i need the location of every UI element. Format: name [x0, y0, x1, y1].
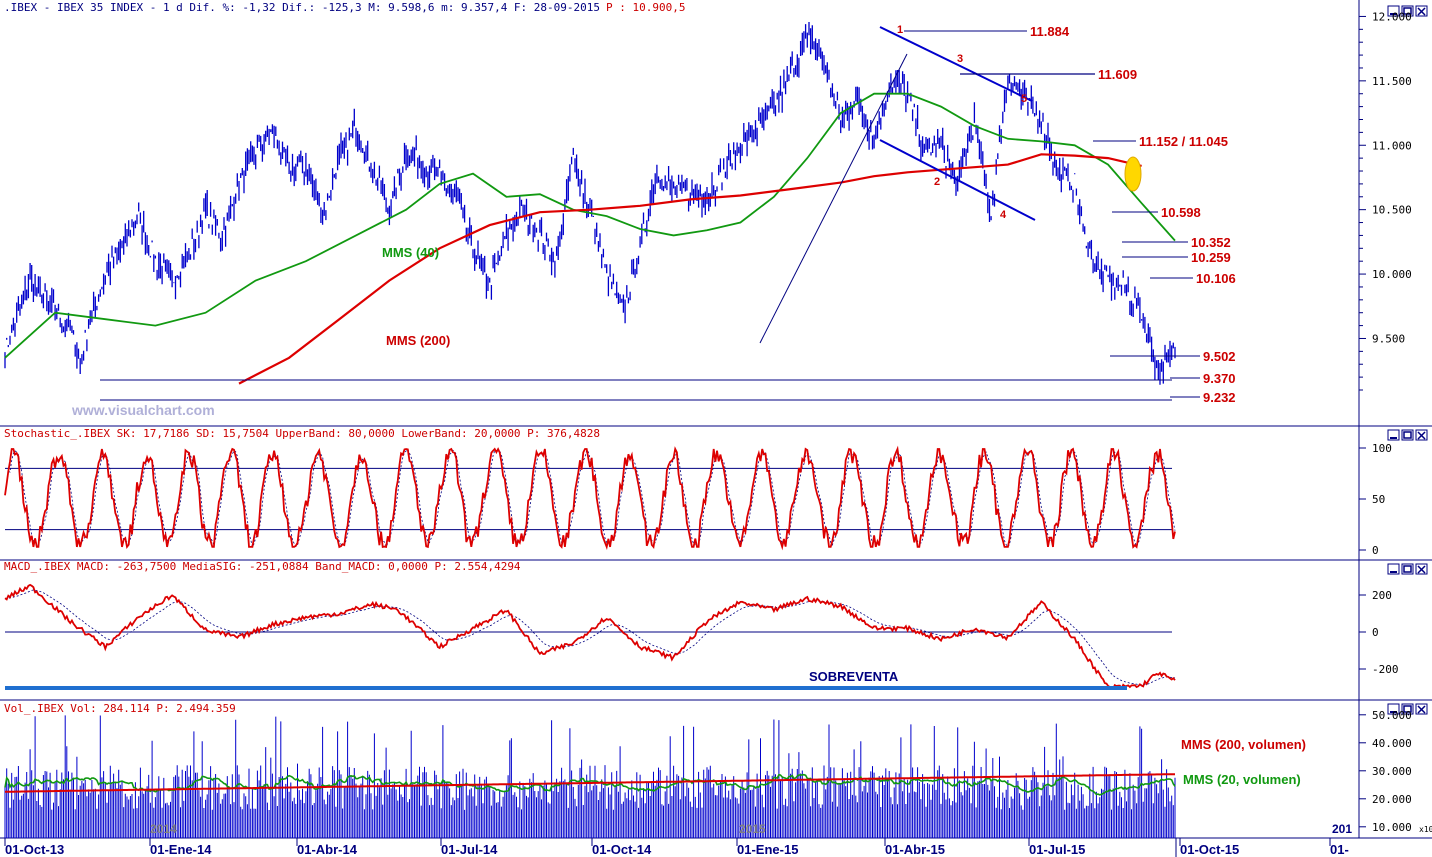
close-icon — [1415, 703, 1428, 715]
price-panel-header-p: P : 10.900,5 — [606, 1, 685, 14]
level-label: 10.352 — [1191, 235, 1231, 250]
x-tick-label: 01-Jul-15 — [1029, 842, 1085, 857]
wave-label-1: 1 — [897, 24, 903, 36]
trend-line — [879, 26, 1033, 102]
level-label: 11.609 — [1098, 67, 1137, 82]
macd-panel: 200 0 -200 — [4, 583, 1399, 690]
x-tick-label: 01-Oct-15 — [1180, 842, 1239, 857]
level-label: 11.152 / 11.045 — [1139, 134, 1228, 149]
minimize-icon — [1387, 563, 1400, 575]
maximize-icon — [1401, 5, 1414, 17]
x-tick-label: 01-Oct-13 — [5, 842, 64, 857]
vol-scale-tag: x10 — [1419, 825, 1432, 834]
macd-y-tick-label: 200 — [1372, 589, 1392, 602]
level-label: 10.106 — [1196, 271, 1236, 286]
stoch-sd-line — [4, 448, 1176, 549]
x-tick-label: 01- — [1330, 842, 1349, 857]
maximize-icon — [1401, 563, 1414, 575]
wave-label-5: 5 — [1021, 93, 1027, 105]
price-bars — [4, 22, 1176, 385]
macd-panel-header: MACD_.IBEX MACD: -263,7500 MediaSIG: -25… — [4, 560, 521, 573]
x-tick-label: 01-Jul-14 — [441, 842, 498, 857]
close-icon — [1415, 563, 1428, 575]
trend-line — [759, 53, 908, 344]
level-label: 11.884 — [1030, 24, 1070, 39]
level-label: 9.232 — [1203, 390, 1236, 405]
vol-y-tick-label: 50.000 — [1372, 709, 1412, 722]
ma40-label: MMS (40) — [382, 245, 439, 260]
x-tick-label: 01-Abr-15 — [885, 842, 945, 857]
volume-bars — [4, 715, 1176, 838]
vol-y-tick-label: 20.000 — [1372, 793, 1412, 806]
minimize-icon — [1387, 703, 1400, 715]
price-panel-header: .IBEX - IBEX 35 INDEX - 1 d Dif. %: -1,3… — [4, 1, 686, 14]
close-icon — [1415, 5, 1428, 17]
close-icon — [1415, 429, 1428, 441]
sobreventa-bar — [5, 686, 1127, 690]
vol-ma20-line — [4, 773, 1176, 796]
vol-ma200-label: MMS (200, volumen) — [1181, 737, 1306, 752]
price-panel: 12.000 11.500 11.000 10.500 10.000 9.500 11.88… — [4, 10, 1412, 405]
maximize-icon — [1401, 703, 1414, 715]
year-label-2015: 2015 — [739, 822, 766, 836]
ma40-line — [4, 92, 1176, 359]
wave-label-4: 4 — [1000, 209, 1007, 221]
x-tick-label: 01-Ene-14 — [150, 842, 212, 857]
macd-y-tick-label: 0 — [1372, 626, 1379, 639]
level-label: 10.259 — [1191, 250, 1231, 265]
stoch-y-tick-label: 50 — [1372, 493, 1385, 506]
price-y-tick-label: 10.000 — [1372, 268, 1412, 281]
vol-y-tick-label: 10.000 — [1372, 821, 1412, 834]
volume-panel: 50.000 40.000 30.000 20.000 10.000 — [4, 709, 1412, 838]
ma200-line — [238, 153, 1142, 385]
wave-label-3: 3 — [957, 53, 963, 65]
x-axis: 01-Oct-13 01-Ene-14 01-Abr-14 01-Jul-14 01-O… — [4, 838, 1349, 857]
level-label: 10.598 — [1161, 205, 1201, 220]
stochastic-panel: 100 50 0 — [4, 442, 1392, 557]
vol-y-tick-label: 40.000 — [1372, 737, 1412, 750]
ma200-label: MMS (200) — [386, 333, 450, 348]
vol-ma200-line — [5, 773, 1175, 793]
stoch-y-tick-label: 100 — [1372, 442, 1392, 455]
macd-y-tick-label: -200 — [1372, 663, 1399, 676]
price-y-tick-label: 10.500 — [1372, 204, 1412, 217]
stoch-panel-header: Stochastic_.IBEX SK: 17,7186 SD: 15,7504… — [4, 427, 600, 440]
vol-panel-header: Vol_.IBEX Vol: 284.114 P: 2.494.359 — [4, 702, 236, 715]
maximize-icon — [1401, 429, 1414, 441]
stoch-sk-line — [4, 445, 1176, 551]
vol-y-tick-label: 30.000 — [1372, 765, 1412, 778]
year-label-201: 201 — [1332, 822, 1352, 836]
price-y-tick-label: 11.500 — [1372, 75, 1412, 88]
x-tick-label: 01-Ene-15 — [737, 842, 798, 857]
x-tick-label: 01-Abr-14 — [297, 842, 358, 857]
vol-ma20-label: MMS (20, volumen) — [1183, 772, 1301, 787]
x-tick-label: 01-Oct-14 — [592, 842, 652, 857]
wave-label-2: 2 — [934, 176, 940, 188]
macd-line — [4, 583, 1176, 690]
highlight-ellipse — [1124, 156, 1142, 192]
level-label: 9.502 — [1203, 349, 1236, 364]
stoch-y-tick-label: 0 — [1372, 544, 1379, 557]
watermark: www.visualchart.com — [71, 402, 215, 418]
price-y-tick-label: 9.500 — [1372, 332, 1405, 345]
sobreventa-label: SOBREVENTA — [809, 669, 899, 684]
price-y-tick-label: 12.000 — [1372, 10, 1412, 23]
price-y-tick-label: 11.000 — [1372, 139, 1412, 152]
minimize-icon — [1387, 5, 1400, 17]
window-controls — [1387, 5, 1428, 715]
year-label-2014: 2014 — [150, 822, 177, 836]
trend-line — [879, 139, 1036, 221]
minimize-icon — [1387, 429, 1400, 441]
level-label: 9.370 — [1203, 371, 1236, 386]
